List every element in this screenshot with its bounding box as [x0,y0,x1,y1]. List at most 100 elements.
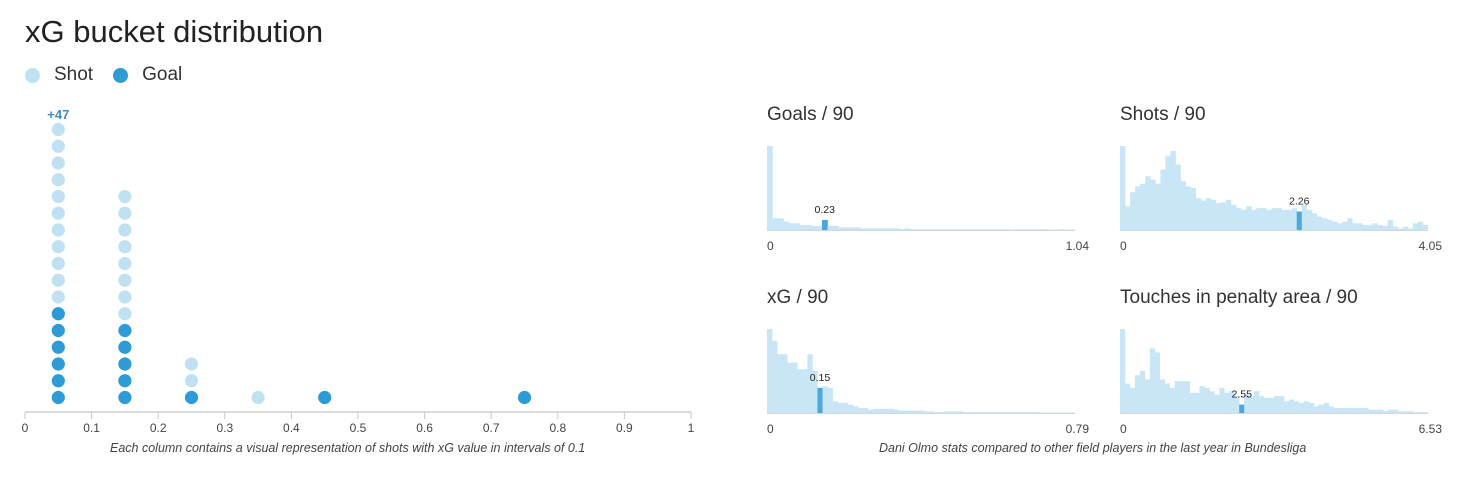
shot-dot [184,357,199,371]
hist-bar [1125,206,1131,230]
hist-bar [772,340,778,413]
hist-chart-goals: 0.23 0 1.04 [767,146,1090,253]
shot-dot [184,374,199,388]
hist-bar [923,411,929,413]
hist-bar [1301,204,1308,230]
hist-bar [1387,219,1393,230]
hist-bar [873,408,879,413]
hist-bar [789,223,795,230]
hist-bar [1120,146,1126,230]
hist-bar [1194,392,1200,413]
hist-bar [1271,208,1277,230]
hist-bar [1311,213,1318,230]
hist-bar [1175,164,1181,230]
hist-bar [992,229,999,230]
goal-dot [517,390,532,405]
hist-panel-goals: Goals / 90 0.23 0 1.04 [767,104,1097,274]
hist-bar [1278,396,1285,413]
hist-value-label: 0.23 [815,204,836,216]
hist-bar [1120,329,1126,413]
hist-bar [965,229,971,230]
hist-bar [1269,397,1275,413]
hist-bar [989,412,995,413]
hist-bar [1204,387,1210,413]
hist-bar [860,228,867,230]
hist-bar [1347,218,1353,230]
hist-max-label: 1.04 [1066,239,1090,253]
hist-bar [805,224,812,230]
hist-bar [1246,206,1252,230]
hist-bar [1024,412,1030,413]
hist-min-label: 0 [1120,422,1127,436]
hist-bar [1241,209,1247,230]
hist-bar [1318,404,1324,413]
legend-label-goal: Goal [142,64,183,85]
hist-bar [1219,387,1225,413]
hist-bar [970,229,977,230]
hist-bar [1205,198,1212,230]
hist-bar [1363,407,1369,413]
hist-bar [1249,396,1255,413]
shot-dot [118,307,132,321]
hist-value-label: 2.55 [1231,389,1252,401]
hist-bar [1144,379,1151,413]
hist-bar [1236,208,1242,230]
hist-bar [1398,411,1404,413]
hist-bar [1190,188,1197,230]
hist-bar [1231,204,1237,230]
hist-bar [1357,223,1363,230]
hist-bar [877,228,883,230]
hist-bar [937,229,944,230]
hist-bar [1029,412,1035,413]
hist-bar [1348,407,1354,413]
hist-bar [1159,379,1166,413]
hist-bar [1281,209,1287,230]
hist-bar [1124,383,1131,413]
hist-max-label: 4.05 [1419,239,1443,253]
hist-bar-highlight [822,219,828,230]
hist-bar [958,411,965,413]
shot-dot [51,173,65,187]
hist-bar [812,371,818,413]
hist-bar [1293,401,1300,413]
shot-dot [51,189,65,204]
x-tick-label: 0 [22,421,29,435]
hist-title-shots: Shots / 90 [1120,104,1206,125]
shot-dot [51,223,65,237]
hist-bar [1327,219,1333,230]
hist-bar [1308,402,1315,413]
hist-bar [1020,229,1026,230]
hist-bar [811,225,817,230]
hist-bar [974,412,980,413]
shot-dot [51,206,65,220]
hist-title-touches: Touches in penalty area / 90 [1120,287,1358,308]
hist-bar [862,407,869,413]
hist-bar [1372,223,1378,230]
hist-bar [1352,223,1358,230]
hist-bar [794,223,801,230]
legend-item-goal[interactable]: Goal [113,64,182,86]
legend-item-shot[interactable]: Shot [25,64,93,86]
hist-bar [1129,387,1136,413]
hist-bar [1337,223,1343,230]
hist-bar [1165,156,1171,230]
hist-min-label: 0 [1120,239,1127,253]
x-tick-label: 0.2 [150,421,167,435]
x-tick-label: 0.6 [416,421,433,435]
hist-bar [959,229,966,230]
hist-bar [1286,209,1292,230]
hist-bar [1184,381,1190,413]
hist-bar [1313,406,1320,413]
hist-bar [1145,176,1151,230]
x-tick-label: 0.1 [83,421,100,435]
hist-bar [772,218,779,230]
hist-bar [893,228,900,230]
hist-bar [1368,409,1374,413]
hist-bar [1413,412,1419,413]
hist-bar [844,227,850,230]
hist-bar [981,229,988,230]
shot-dot [118,256,132,271]
shot-dot [51,273,65,287]
shot-dot [51,240,65,254]
legend: Shot Goal [25,64,202,86]
